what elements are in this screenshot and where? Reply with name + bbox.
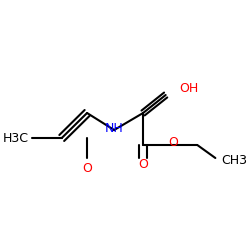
Text: OH: OH xyxy=(179,82,199,94)
Text: H3C: H3C xyxy=(2,132,28,144)
Text: CH3: CH3 xyxy=(222,154,248,166)
Text: O: O xyxy=(138,158,148,172)
Text: O: O xyxy=(168,136,178,149)
Text: NH: NH xyxy=(105,122,124,134)
Text: O: O xyxy=(82,162,92,174)
